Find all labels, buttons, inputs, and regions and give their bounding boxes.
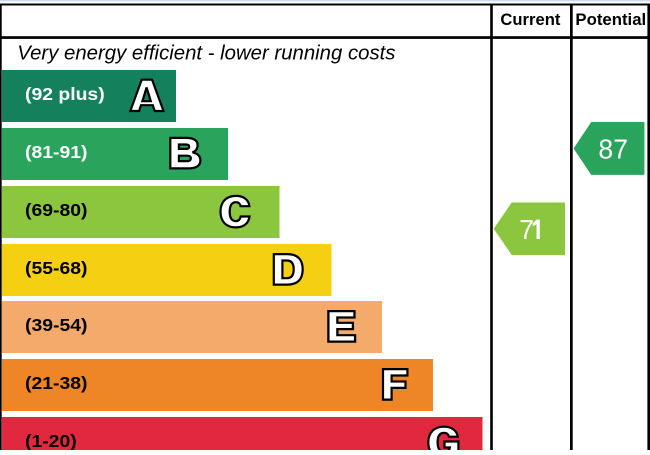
svg-text:(55-68): (55-68) — [25, 258, 87, 278]
svg-text:(1-20): (1-20) — [25, 431, 77, 450]
svg-text:(39-54): (39-54) — [25, 315, 87, 335]
svg-text:Current: Current — [500, 10, 560, 29]
svg-text:(81-91): (81-91) — [25, 142, 87, 162]
svg-text:Potential: Potential — [575, 10, 646, 29]
svg-text:(69-80): (69-80) — [25, 200, 87, 220]
svg-text:7: 7 — [519, 213, 534, 245]
svg-text:Very energy efficient - lower: Very energy efficient - lower running co… — [17, 43, 395, 65]
svg-text:(92 plus): (92 plus) — [25, 84, 105, 104]
svg-text:87: 87 — [598, 133, 628, 165]
svg-text:(21-38): (21-38) — [25, 373, 87, 393]
